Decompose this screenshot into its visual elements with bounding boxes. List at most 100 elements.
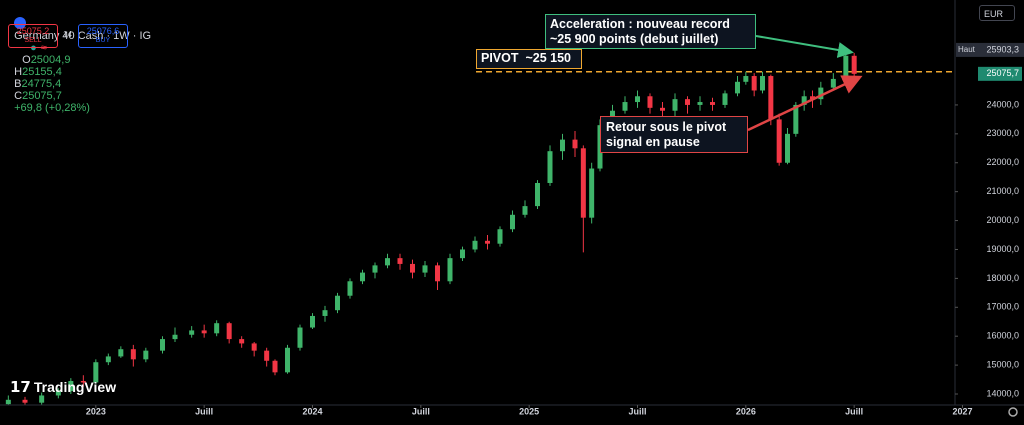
y-tick-label: 19000,0 [986, 244, 1019, 254]
candle-body [297, 327, 303, 348]
candle-body [264, 350, 270, 361]
candle-body [672, 99, 678, 111]
price-axis [955, 0, 1024, 405]
candle-body [285, 347, 290, 373]
candle-body [447, 258, 453, 282]
candle-body [722, 93, 728, 105]
x-tick-label: Juill [845, 406, 863, 416]
candle-body [335, 295, 340, 311]
currency-select[interactable]: EUR [979, 5, 1015, 21]
candle-body [810, 96, 815, 100]
ohlc-key: H [14, 66, 23, 78]
candle-body [310, 315, 315, 328]
candle-body [735, 81, 740, 94]
x-tick-label: 2027 [952, 406, 972, 416]
candle-body [460, 249, 465, 259]
y-tick-label: 14000,0 [986, 388, 1019, 398]
candle-body [485, 240, 490, 244]
candle-body [635, 96, 640, 103]
candle-body [360, 272, 365, 282]
status-icon: ≈ [40, 42, 47, 54]
candle-body [143, 350, 149, 360]
y-tick-label: 18000,0 [986, 273, 1019, 283]
x-tick-label: Juill [195, 406, 213, 416]
candle-body [760, 76, 765, 91]
ohlc-key: C [14, 90, 23, 102]
candle-body [422, 265, 428, 273]
x-tick-label: 2025 [519, 406, 539, 416]
annotation-record: Acceleration : nouveau record ~25 900 po… [545, 14, 756, 49]
price-tag-value: 25903,3 [986, 44, 1019, 54]
candle-body [801, 96, 807, 105]
annotation-line: signal en pause [606, 135, 700, 149]
symbol[interactable]: Germany 40 Cash · 1W · IG [14, 30, 152, 42]
buy-price: 25076,6 [86, 26, 120, 36]
buy-button[interactable]: 25076,6 BUY [78, 24, 128, 48]
watermark-text: TradingView [33, 379, 117, 395]
y-tick-label: 15000,0 [986, 359, 1019, 369]
y-tick-label: 20000,0 [986, 215, 1019, 225]
candle-body [710, 102, 715, 105]
price-tag-value: 25075,7 [986, 68, 1019, 78]
x-tick-label: Juill [628, 406, 646, 416]
ohlc-key: B [14, 78, 22, 90]
candle-body [785, 133, 790, 163]
candle-body [160, 339, 165, 351]
candle-body [410, 263, 415, 273]
y-tick-label: 22000,0 [986, 157, 1019, 167]
symbol-icon [14, 17, 27, 29]
sell-price: 25075,2 [16, 26, 50, 36]
y-tick-label: 21000,0 [986, 186, 1019, 196]
candle-body [697, 102, 703, 105]
candle-body [818, 87, 824, 100]
candle-body [272, 360, 278, 373]
candle-body [5, 399, 11, 405]
candle-body [589, 168, 595, 218]
change: +69,8 (+0,28%) [14, 102, 90, 114]
candle-body [522, 206, 528, 215]
candle-body [22, 399, 28, 403]
candle-body [472, 240, 478, 250]
candle-body [768, 76, 774, 120]
annotation-arrow [747, 75, 863, 132]
ohlc-value: 25075,7 [22, 90, 62, 102]
price-tag-label: Haut [958, 45, 976, 54]
candle-body [347, 281, 353, 296]
candle-body [560, 139, 565, 152]
ohlc-value: 25004,9 [30, 54, 71, 66]
candle-body [580, 148, 586, 218]
x-tick-label: 2023 [86, 406, 106, 416]
candle-body [201, 330, 207, 334]
candle-body [68, 381, 74, 392]
candle-body [851, 55, 857, 74]
candle-body [572, 139, 578, 149]
status-dot: ● [30, 42, 37, 54]
y-tick-label: 16000,0 [986, 331, 1019, 341]
spread: 14 [63, 30, 72, 39]
candle-body [830, 78, 836, 88]
candle-body [435, 265, 440, 282]
candle-body [535, 182, 540, 207]
candle-body [647, 96, 653, 108]
candle-body [239, 339, 245, 344]
sell-button[interactable]: 25075,2 SELL [8, 24, 58, 48]
ohlc-value: 24775,4 [21, 78, 62, 90]
y-tick-label: 24000,0 [986, 99, 1019, 109]
candle-body [39, 395, 45, 403]
candle-body [743, 76, 749, 82]
candle-body [622, 102, 628, 111]
time-axis [0, 405, 1024, 425]
candle-body [105, 356, 111, 363]
buy-label: BUY [95, 37, 111, 44]
annotation-line: Retour sous le pivot [606, 120, 727, 134]
settings-icon[interactable] [1008, 407, 1018, 417]
watermark: 𝟭𝟳 TradingView [10, 378, 116, 396]
candle-body [93, 362, 99, 383]
candle-body [55, 391, 61, 396]
x-tick-label: 2026 [736, 406, 756, 416]
candle-body [843, 55, 849, 79]
candle-body [660, 107, 665, 111]
annotation-line: Acceleration : nouveau record [550, 17, 730, 31]
candle-body [322, 310, 328, 316]
candle-body [118, 349, 124, 357]
